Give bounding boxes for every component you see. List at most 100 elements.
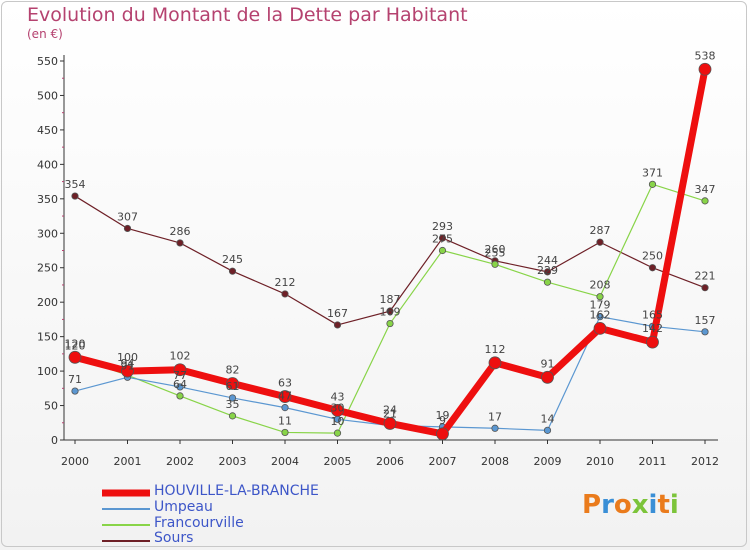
logo-letter: r <box>601 490 614 520</box>
series-0 <box>71 192 709 329</box>
series-3 <box>68 62 712 441</box>
data-label: 47 <box>278 390 292 403</box>
data-point <box>281 428 289 437</box>
data-point <box>491 424 499 432</box>
legend-label-houville: HOUVILLE-LA-BRANCHE <box>154 483 319 499</box>
data-label: 30 <box>331 401 345 414</box>
data-label: 293 <box>432 220 453 233</box>
data-point <box>176 239 184 247</box>
data-point <box>331 403 344 417</box>
data-label: 229 <box>537 264 558 277</box>
y-tick-label: 550 <box>37 55 58 68</box>
data-label: 17 <box>488 410 502 423</box>
data-label: 63 <box>278 377 292 390</box>
data-point <box>386 307 394 315</box>
unit-label: (en €) <box>27 27 63 41</box>
series-line <box>71 65 709 438</box>
data-label: 11 <box>278 414 292 427</box>
data-point <box>596 293 604 301</box>
data-label: 260 <box>485 243 506 256</box>
data-label: 82 <box>226 363 240 376</box>
data-point <box>698 62 712 76</box>
data-label: 286 <box>170 225 191 238</box>
y-tick-label: 400 <box>37 158 58 171</box>
data-label: 221 <box>695 270 716 283</box>
data-point <box>596 238 604 246</box>
x-tick-label: 2003 <box>219 455 247 468</box>
data-label: 287 <box>590 224 611 237</box>
data-label: 275 <box>432 233 453 246</box>
logo-letter: x <box>631 490 649 520</box>
data-label: 120 <box>65 337 86 350</box>
data-point <box>596 313 604 321</box>
data-labels-layer: 354 307 286 245 212 167 187 293 260 244 287 250 221 1… <box>65 49 716 428</box>
data-label: 157 <box>695 314 716 327</box>
logo-letter: o <box>613 490 632 520</box>
y-tick-label: 350 <box>37 193 58 206</box>
y-tick-label: 300 <box>37 227 58 240</box>
data-point <box>228 394 237 402</box>
data-point <box>701 328 709 336</box>
data-point <box>173 363 187 377</box>
data-point <box>123 224 132 233</box>
data-point <box>333 321 342 329</box>
logo-letter: P <box>582 490 602 520</box>
data-label: 245 <box>222 253 243 266</box>
data-label: 255 <box>485 246 506 259</box>
y-tick-label: 0 <box>51 434 58 447</box>
data-label: 24 <box>383 403 397 416</box>
legend-label-sours: Sours <box>154 530 194 546</box>
x-tick-label: 2005 <box>324 455 352 468</box>
data-point <box>226 377 239 390</box>
data-point <box>593 321 607 335</box>
data-label: 43 <box>331 390 345 403</box>
data-label: 167 <box>327 307 348 320</box>
series-layer <box>68 62 712 441</box>
x-tick-label: 2007 <box>429 455 457 468</box>
data-label: 100 <box>117 351 138 364</box>
data-point <box>281 290 289 298</box>
x-tick-label: 2011 <box>639 455 667 468</box>
data-label: 165 <box>642 308 663 321</box>
x-tick-label: 2009 <box>534 455 562 468</box>
logo-letter: i <box>648 490 658 520</box>
data-point <box>543 278 552 286</box>
data-point <box>68 350 82 364</box>
data-label: 354 <box>65 178 86 191</box>
data-label: 14 <box>541 412 555 425</box>
data-point <box>176 392 184 400</box>
data-point <box>333 429 342 437</box>
data-label: 64 <box>173 378 187 391</box>
data-label: 371 <box>642 166 663 179</box>
data-point <box>438 234 447 242</box>
data-point <box>176 383 184 391</box>
chart-title: Evolution du Montant de la Dette par Hab… <box>27 4 468 26</box>
data-point <box>228 267 237 275</box>
data-label: 77 <box>173 369 187 382</box>
data-label: 244 <box>537 254 558 267</box>
data-point <box>228 412 237 420</box>
data-label: 169 <box>380 306 401 319</box>
logo-letter: i <box>669 490 679 520</box>
data-point <box>386 319 394 328</box>
data-label: 120 <box>65 339 86 352</box>
data-point <box>436 427 449 441</box>
y-tick-label: 100 <box>37 365 58 378</box>
x-tick-label: 2002 <box>166 455 194 468</box>
data-label: 91 <box>121 359 135 372</box>
axes: 0 50 100 150 200 250 300 350 400 450 500 550 2000 200… <box>37 55 719 468</box>
x-tick-label: 2001 <box>114 455 142 468</box>
data-point <box>543 268 552 276</box>
x-tick-label: 2000 <box>61 455 89 468</box>
x-tick-label: 2010 <box>586 455 614 468</box>
data-point <box>281 404 289 412</box>
legend-label-francourville: Francourville <box>154 515 244 531</box>
data-label: 10 <box>331 415 345 428</box>
y-tick-label: 450 <box>37 124 58 137</box>
legend-label-umpeau: Umpeau <box>154 499 213 515</box>
data-point <box>646 335 659 349</box>
data-point <box>491 260 499 268</box>
data-label: 538 <box>695 49 716 62</box>
